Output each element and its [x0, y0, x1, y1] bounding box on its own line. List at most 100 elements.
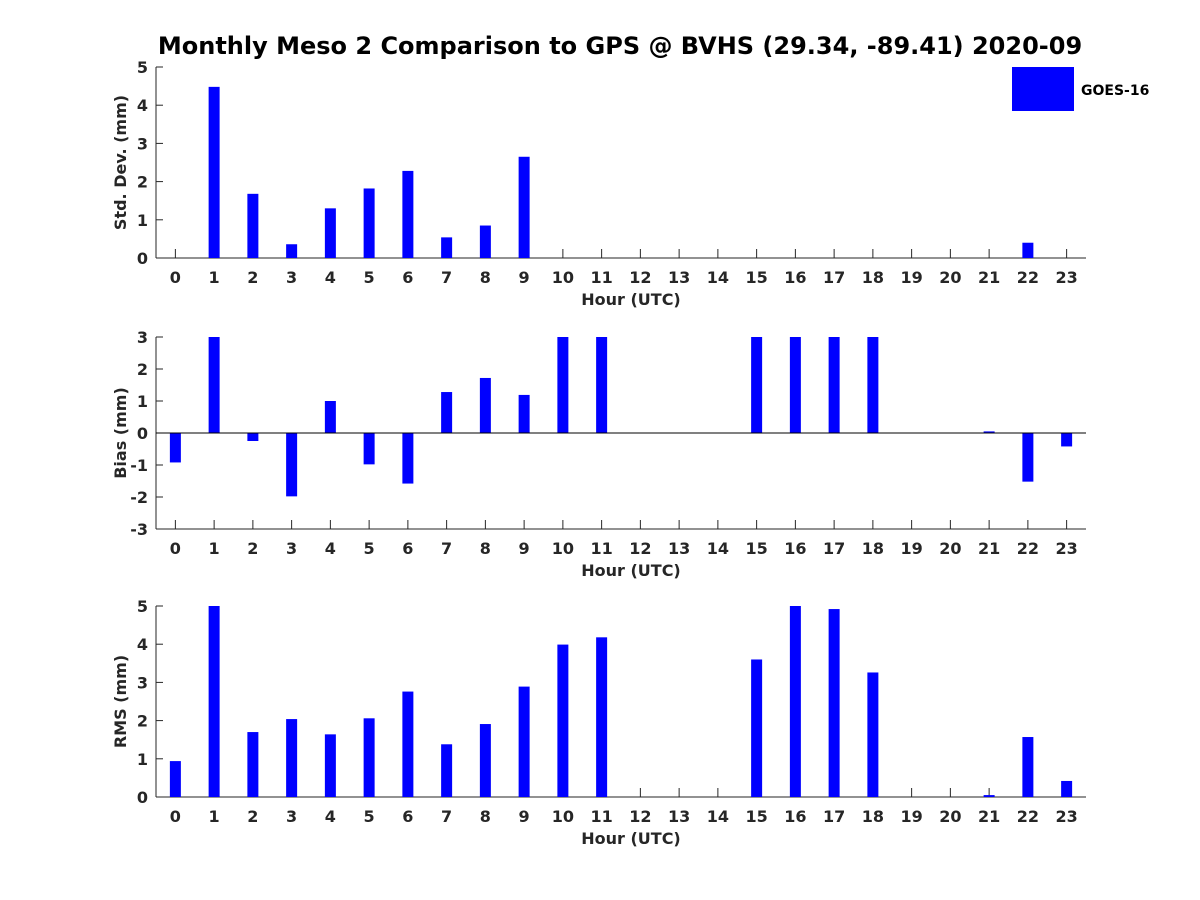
x-tick-label: 6 [402, 807, 413, 826]
y-tick-label: 3 [137, 134, 148, 153]
bar-hour-10 [557, 644, 569, 797]
x-tick-label: 2 [247, 539, 258, 558]
y-tick-label: 1 [137, 392, 148, 411]
bar-hour-15 [751, 659, 763, 797]
x-tick-label: 22 [1017, 268, 1039, 287]
bar-hour-4 [324, 401, 336, 433]
bar-hour-0 [169, 761, 181, 797]
bar-hour-5 [363, 433, 375, 465]
bar-hour-23 [1061, 780, 1073, 797]
x-tick-label: 16 [784, 807, 806, 826]
x-tick-label: 12 [629, 807, 651, 826]
x-tick-label: 1 [209, 268, 220, 287]
x-tick-label: 23 [1055, 807, 1077, 826]
bar-hour-1 [208, 337, 220, 433]
bar-hour-18 [867, 337, 879, 433]
y-tick-label: -1 [130, 456, 148, 475]
x-tick-label: 19 [900, 807, 922, 826]
bar-hour-17 [828, 609, 840, 797]
x-tick-label: 5 [364, 807, 375, 826]
x-tick-label: 12 [629, 539, 651, 558]
bar-hour-6 [402, 170, 414, 258]
bar-hour-23 [1061, 433, 1073, 447]
x-tick-label: 21 [978, 539, 1000, 558]
x-tick-label: 11 [590, 539, 612, 558]
bar-hour-5 [363, 188, 375, 258]
x-tick-label: 9 [519, 539, 530, 558]
bar-hour-15 [751, 337, 763, 433]
x-tick-label: 0 [170, 268, 181, 287]
bar-hour-1 [208, 606, 220, 797]
x-tick-label: 1 [209, 539, 220, 558]
x-tick-label: 20 [939, 268, 961, 287]
legend-label: GOES-16 [1081, 83, 1149, 99]
x-tick-label: 8 [480, 807, 491, 826]
x-tick-label: 2 [247, 807, 258, 826]
x-tick-label: 4 [325, 807, 336, 826]
x-tick-label: 13 [668, 539, 690, 558]
x-tick-label: 17 [823, 539, 845, 558]
x-tick-label: 15 [745, 539, 767, 558]
x-tick-label: 19 [900, 268, 922, 287]
bar-hour-9 [518, 156, 530, 258]
y-tick-label: 5 [137, 58, 148, 77]
y-tick-label: -2 [130, 488, 148, 507]
bar-hour-2 [247, 433, 259, 441]
x-tick-label: 6 [402, 268, 413, 287]
x-tick-label: 5 [364, 268, 375, 287]
bar-hour-22 [1022, 242, 1034, 258]
x-tick-label: 23 [1055, 268, 1077, 287]
x-tick-label: 1 [209, 807, 220, 826]
y-tick-label: 1 [137, 750, 148, 769]
bar-hour-5 [363, 718, 375, 797]
x-tick-label: 9 [519, 268, 530, 287]
bar-hour-8 [479, 724, 491, 797]
x-tick-label: 14 [707, 268, 729, 287]
bar-hour-8 [479, 225, 491, 258]
x-tick-label: 10 [552, 268, 574, 287]
x-tick-label: 12 [629, 268, 651, 287]
y-tick-label: 3 [137, 328, 148, 347]
x-tick-label: 2 [247, 268, 258, 287]
x-tick-label: 9 [519, 807, 530, 826]
x-tick-label: 6 [402, 539, 413, 558]
x-tick-label: 10 [552, 807, 574, 826]
bar-hour-7 [441, 237, 453, 258]
bar-hour-16 [789, 337, 801, 433]
bar-hour-11 [596, 637, 608, 797]
bar-hour-9 [518, 686, 530, 797]
x-tick-label: 14 [707, 539, 729, 558]
bar-hour-3 [286, 719, 298, 797]
y-tick-label: 5 [137, 597, 148, 616]
bar-hour-18 [867, 672, 879, 797]
x-tick-label: 7 [441, 539, 452, 558]
bar-hour-1 [208, 86, 220, 258]
x-tick-label: 22 [1017, 807, 1039, 826]
x-tick-label: 17 [823, 268, 845, 287]
x-tick-label: 17 [823, 807, 845, 826]
x-tick-label: 16 [784, 539, 806, 558]
x-tick-label: 4 [325, 268, 336, 287]
y-tick-label: 0 [137, 788, 148, 807]
y-tick-label: -3 [130, 520, 148, 539]
x-axis-label: Hour (UTC) [581, 290, 681, 309]
bar-hour-21 [983, 431, 995, 433]
x-tick-label: 19 [900, 539, 922, 558]
chart-title: Monthly Meso 2 Comparison to GPS @ BVHS … [158, 32, 1082, 60]
bar-hour-7 [441, 744, 453, 797]
x-tick-label: 10 [552, 539, 574, 558]
y-tick-label: 3 [137, 673, 148, 692]
x-tick-label: 3 [286, 539, 297, 558]
x-tick-label: 0 [170, 539, 181, 558]
x-tick-label: 15 [745, 807, 767, 826]
x-tick-label: 8 [480, 539, 491, 558]
legend: GOES-16 [1012, 67, 1149, 111]
x-tick-label: 18 [862, 807, 884, 826]
x-axis-label: Hour (UTC) [581, 561, 681, 580]
x-tick-label: 14 [707, 807, 729, 826]
bar-hour-4 [324, 734, 336, 797]
